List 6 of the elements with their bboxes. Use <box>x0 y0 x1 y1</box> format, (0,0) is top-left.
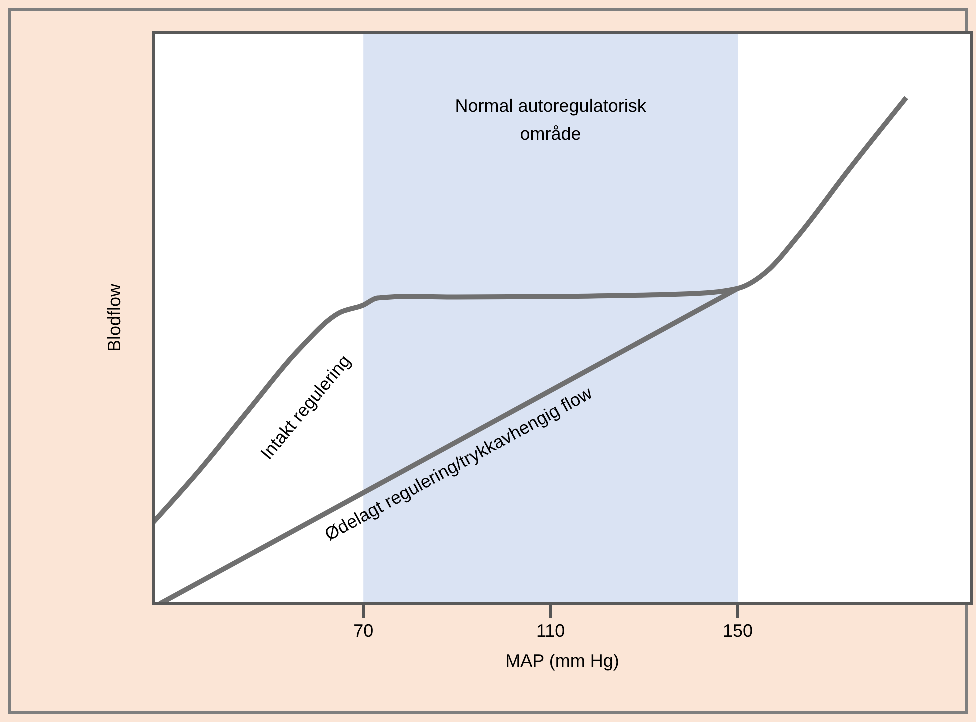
x-axis-title: MAP (mm Hg) <box>506 650 620 671</box>
y-axis-title: Blodflow <box>104 284 126 352</box>
band-label: Normal autoregulatorisk område <box>455 96 648 144</box>
x-tick-label: 150 <box>722 620 754 641</box>
x-tick-label: 70 <box>354 620 374 641</box>
x-tick-label: 110 <box>536 620 566 641</box>
